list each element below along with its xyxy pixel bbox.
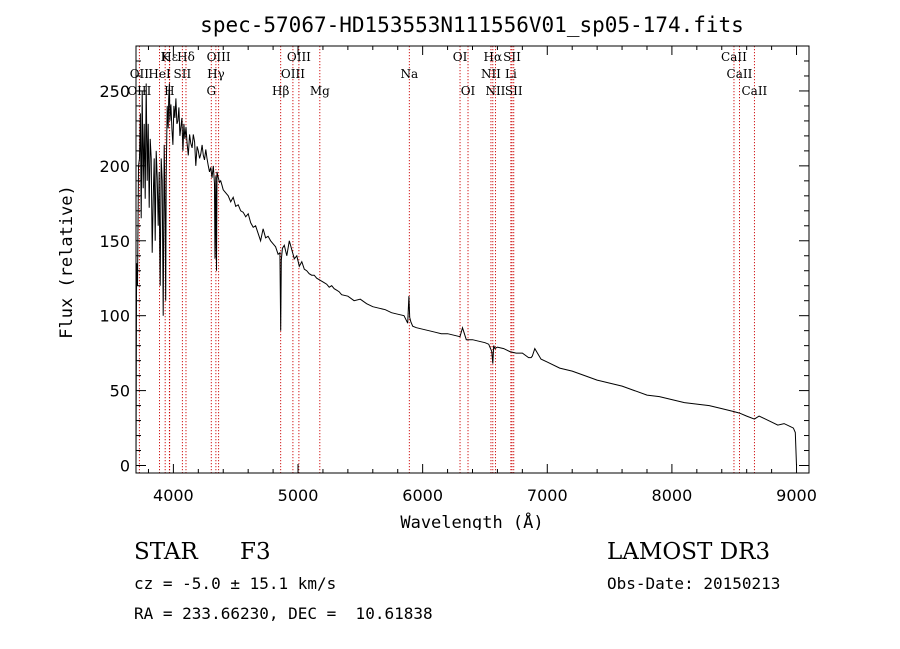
spectral-line-label: OIII bbox=[281, 67, 305, 81]
y-tick-label: 250 bbox=[99, 82, 130, 101]
spectral-line-label: OIII bbox=[287, 50, 311, 64]
spectral-line-markers bbox=[138, 46, 755, 473]
y-tick-label: 0 bbox=[120, 457, 130, 476]
spectral-line-label: Hε bbox=[161, 50, 178, 64]
spectral-line-label: Hδ bbox=[177, 50, 195, 64]
y-axis-label: Flux (relative) bbox=[57, 185, 77, 339]
spectral-line-label: SII bbox=[503, 50, 521, 64]
spectral-line-label: Na bbox=[400, 67, 418, 81]
spectral-line-label: Li bbox=[505, 67, 517, 81]
spectral-line-label: CaII bbox=[741, 84, 767, 98]
x-tick-label: 8000 bbox=[652, 486, 693, 505]
chart-title: spec-57067-HD153553N111556V01_sp05-174.f… bbox=[200, 13, 744, 37]
x-tick-label: 6000 bbox=[402, 486, 443, 505]
object-type: STAR bbox=[134, 539, 198, 565]
x-tick-label: 4000 bbox=[153, 486, 194, 505]
redshift-velocity: cz = -5.0 ± 15.1 km/s bbox=[134, 574, 337, 593]
spectral-line-label: SII bbox=[174, 67, 192, 81]
spectral-line-label: OI bbox=[461, 84, 476, 98]
observation-date: Obs-Date: 20150213 bbox=[607, 574, 781, 593]
y-tick-label: 200 bbox=[99, 157, 130, 176]
spectral-line-label: NII bbox=[485, 84, 505, 98]
spectral-line-label: G bbox=[206, 84, 216, 98]
survey-name: LAMOST DR3 bbox=[607, 539, 771, 565]
y-tick-label: 100 bbox=[99, 307, 130, 326]
spectral-line-label: CaII bbox=[727, 67, 753, 81]
flux-series-line bbox=[135, 83, 797, 466]
spectral-line-label: NII bbox=[481, 67, 501, 81]
coordinates: RA = 233.66230, DEC = 10.61838 bbox=[134, 604, 433, 623]
x-tick-label: 9000 bbox=[776, 486, 817, 505]
spectral-line-label: Mg bbox=[310, 84, 330, 98]
spectral-line-label: SII bbox=[505, 84, 523, 98]
spectral-line-label: CaII bbox=[721, 50, 747, 64]
plot-frame bbox=[135, 45, 810, 474]
spectrum-chart: spec-57067-HD153553N111556V01_sp05-174.f… bbox=[57, 13, 817, 530]
spectral-line-label: OII bbox=[130, 67, 150, 81]
spectral-line-label: Hβ bbox=[272, 84, 289, 98]
spectral-line-label: HeI bbox=[148, 67, 171, 81]
spectral-line-label: H bbox=[164, 84, 174, 98]
x-tick-label: 5000 bbox=[278, 486, 319, 505]
x-tick-label: 7000 bbox=[527, 486, 568, 505]
spectral-line-label: OI bbox=[453, 50, 468, 64]
axis-ticks: 4000 5000 6000 7000 8000 9000 0 50 100 150 200 250 bbox=[99, 46, 817, 505]
spectral-line-label: Hα bbox=[484, 50, 503, 64]
y-tick-label: 50 bbox=[110, 382, 130, 401]
y-tick-label: 150 bbox=[99, 232, 130, 251]
spectral-line-label: OIII bbox=[207, 50, 231, 64]
spectral-line-label: OIII bbox=[127, 84, 151, 98]
spectral-line-label: K bbox=[161, 50, 171, 64]
x-axis-label: Wavelength (Å) bbox=[400, 511, 543, 530]
spectral-subclass: F3 bbox=[240, 539, 271, 565]
spectral-line-label: Hγ bbox=[207, 67, 225, 81]
